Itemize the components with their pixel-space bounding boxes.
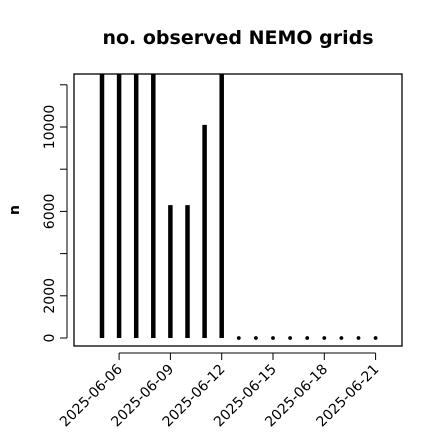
x-axis: 2025-06-062025-06-092025-06-122025-06-15… xyxy=(57,352,382,430)
y-axis: 0 2000 6000 10000 xyxy=(42,84,68,343)
y-tick-label: 10000 xyxy=(42,105,58,150)
y-tick-label: 6000 xyxy=(42,194,58,230)
y-tick-label: 2000 xyxy=(42,278,58,314)
plot-frame xyxy=(73,73,403,347)
bar-2025-06-16 xyxy=(288,336,292,340)
bar-2025-06-13 xyxy=(236,336,241,340)
bar-2025-06-19 xyxy=(339,336,344,340)
y-axis-label: n xyxy=(7,205,23,215)
y-tick-label: 0 xyxy=(42,334,58,343)
bar-2025-06-21 xyxy=(373,336,378,340)
bar-2025-06-14 xyxy=(254,336,258,340)
chart-title: no. observed NEMO grids xyxy=(102,27,373,49)
bars-group xyxy=(99,74,378,340)
bar-2025-06-20 xyxy=(356,336,361,340)
bar-2025-06-17 xyxy=(305,336,310,340)
bar-2025-06-18 xyxy=(322,336,327,340)
bar-2025-06-15 xyxy=(271,336,275,340)
